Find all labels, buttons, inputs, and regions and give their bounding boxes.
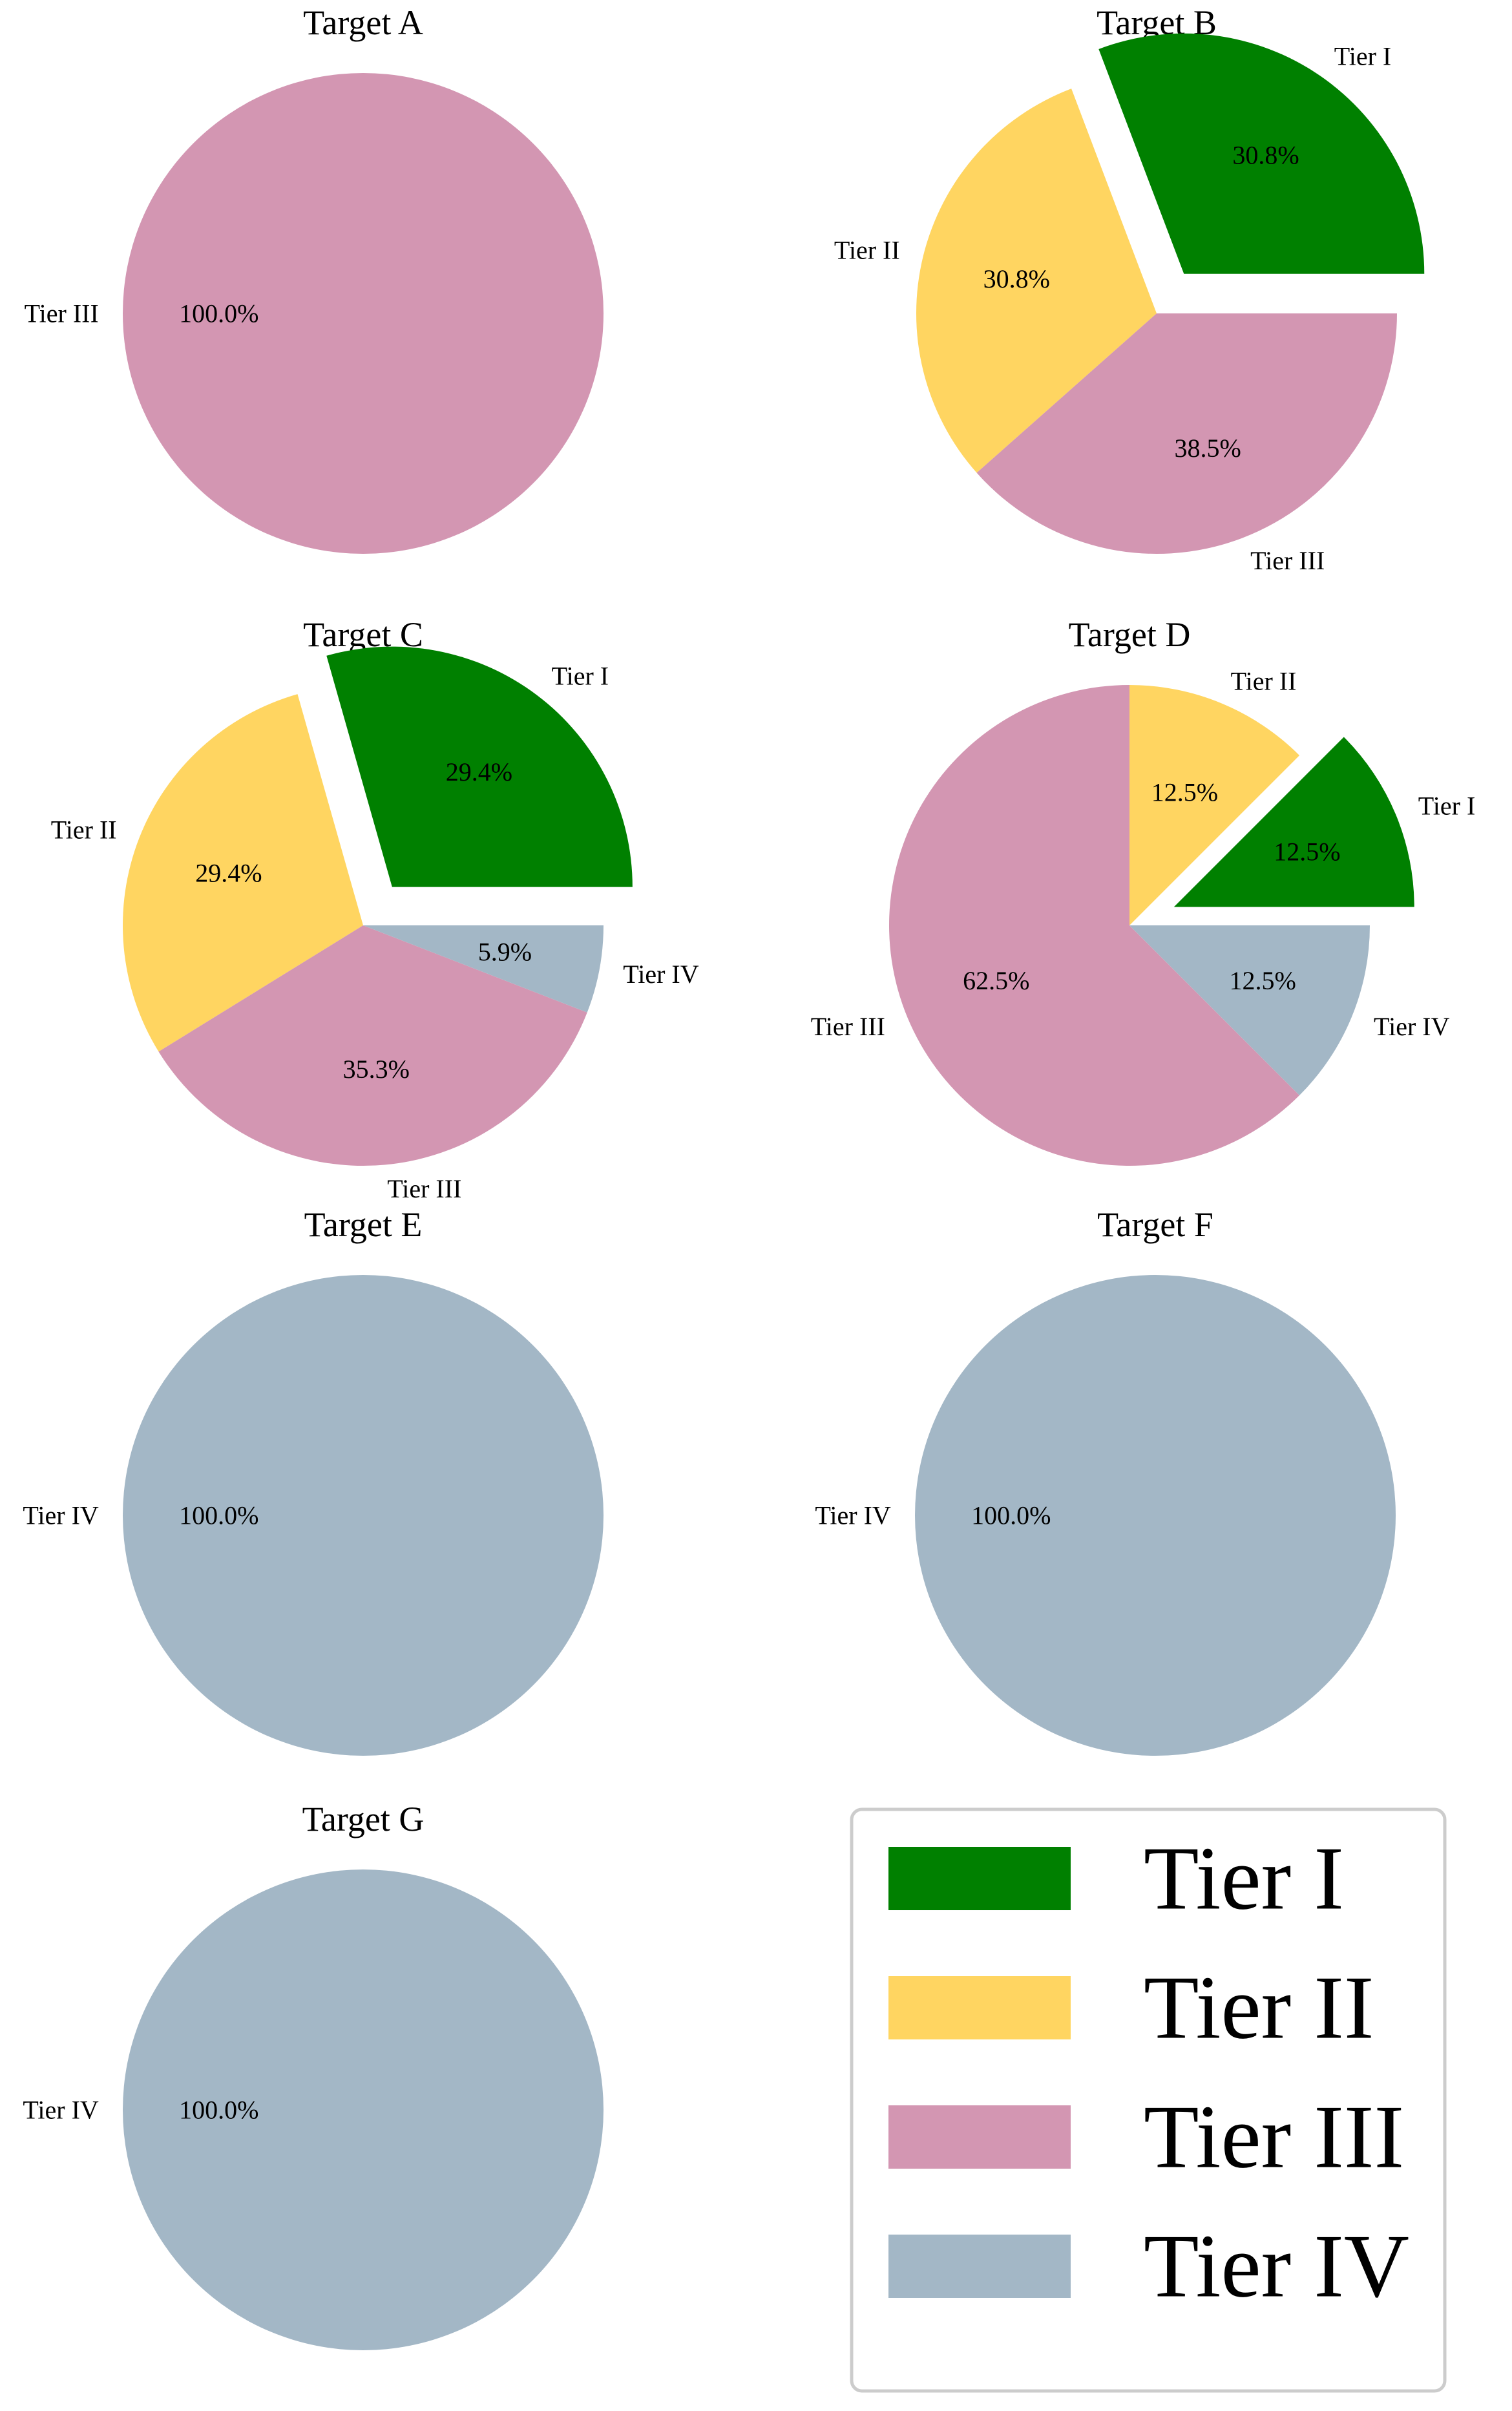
slice-label-tier-ii: Tier II [834, 236, 900, 265]
pie-title: Target E [304, 1205, 423, 1244]
slice-tier-i [326, 646, 633, 887]
legend-label-tier-iii: Tier III [1144, 2087, 1404, 2187]
pie-target-e: Target E Tier IV 100.0% [23, 1205, 604, 1756]
slice-tier-ii [916, 89, 1157, 473]
slice-tier-iii [158, 925, 587, 1166]
slice-tier-iii [888, 685, 1300, 1166]
slice-label-tier-iv: Tier IV [23, 1501, 99, 1530]
slice-label-tier-iii: Tier III [25, 299, 99, 328]
slice-percent-tier-ii: 29.4% [195, 859, 262, 888]
legend-swatch-tier-iv [888, 2235, 1071, 2298]
slice-tier-iv [123, 1275, 604, 1756]
slice-percent-tier-iv: 5.9% [478, 938, 532, 967]
slice-percent-tier-iv: 100.0% [971, 1501, 1051, 1530]
slice-percent-tier-iii: 38.5% [1174, 434, 1241, 463]
slice-label-tier-iv: Tier IV [623, 960, 699, 989]
slice-tier-iv [123, 1869, 604, 2350]
slice-tier-iv [915, 1275, 1396, 1756]
slice-label-tier-ii: Tier II [51, 815, 117, 844]
slice-tier-i [1098, 33, 1425, 274]
slice-tier-i [1173, 737, 1414, 907]
slice-tier-iii [976, 313, 1397, 554]
slice-tier-ii [122, 694, 364, 1052]
pie-target-a: Target A Tier III 100.0% [25, 3, 604, 554]
slice-percent-tier-i: 12.5% [1274, 837, 1340, 867]
legend-swatch-tier-iii [888, 2105, 1071, 2169]
legend-swatch-tier-i [888, 1847, 1071, 1910]
pie-target-f: Target F Tier IV 100.0% [815, 1205, 1396, 1756]
slice-percent-tier-iv: 12.5% [1230, 966, 1296, 995]
slice-tier-ii [1129, 685, 1300, 925]
slice-percent-tier-iii: 62.5% [963, 966, 1029, 995]
slice-label-tier-iii: Tier III [811, 1012, 885, 1041]
legend-label-tier-iv: Tier IV [1144, 2216, 1409, 2317]
pie-title: Target A [303, 3, 423, 42]
slice-label-tier-iv: Tier IV [1374, 1012, 1450, 1041]
slice-label-tier-iv: Tier IV [815, 1501, 891, 1530]
slice-percent-tier-iv: 100.0% [179, 2096, 258, 2125]
slice-percent-tier-iv: 100.0% [179, 1501, 258, 1530]
pie-target-g: Target G Tier IV 100.0% [23, 1800, 604, 2350]
slice-label-tier-iii: Tier III [1250, 546, 1325, 575]
slice-label-tier-i: Tier I [1418, 791, 1476, 820]
slice-percent-tier-i: 29.4% [446, 757, 512, 786]
slice-tier-iv [1129, 925, 1370, 1096]
slice-percent-tier-iii: 35.3% [343, 1055, 410, 1084]
slice-percent-tier-iii: 100.0% [179, 299, 258, 328]
legend-label-tier-i: Tier I [1144, 1829, 1344, 1929]
legend-swatch-tier-ii [888, 1976, 1071, 2039]
slice-tier-iv [363, 925, 604, 1013]
legend: Tier I Tier II Tier III Tier IV [850, 1807, 1447, 2393]
legend-label-tier-ii: Tier II [1144, 1958, 1374, 2058]
pie-title: Target F [1097, 1205, 1213, 1244]
slice-percent-tier-ii: 30.8% [983, 264, 1050, 293]
slice-tier-iii [123, 73, 604, 554]
pie-title: Target D [1069, 615, 1191, 654]
slice-label-tier-ii: Tier II [1231, 666, 1297, 695]
slice-label-tier-i: Tier I [552, 662, 609, 691]
slice-percent-tier-i: 30.8% [1232, 141, 1299, 170]
slice-percent-tier-ii: 12.5% [1151, 777, 1218, 806]
pie-title: Target G [302, 1800, 425, 1838]
slice-label-tier-iv: Tier IV [23, 2096, 99, 2125]
pie-target-d: Target D Tier I 12.5% Tier II 12.5% Tier III 6… [811, 615, 1476, 1166]
slice-label-tier-iii: Tier III [387, 1174, 461, 1203]
slice-label-tier-i: Tier I [1334, 42, 1392, 71]
